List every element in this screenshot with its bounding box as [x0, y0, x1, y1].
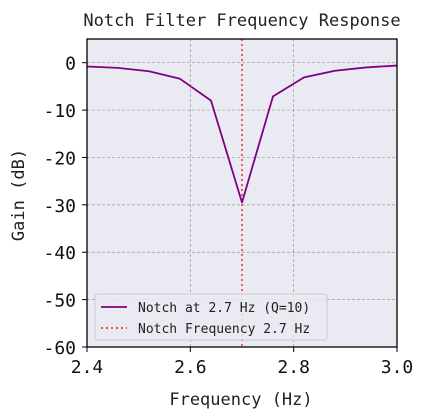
y-tick-label-2: -20 [43, 148, 76, 169]
y-tick-label-4: -40 [43, 243, 76, 264]
y-tick-label-0: 0 [65, 54, 76, 75]
x-axis-ticks: 2.4 2.6 2.8 3.0 [71, 347, 414, 378]
legend: Notch at 2.7 Hz (Q=10) Notch Frequency 2.… [94, 293, 328, 341]
legend-box [94, 293, 328, 341]
x-tick-label-3: 3.0 [381, 357, 414, 378]
plot-frame [86, 38, 398, 348]
y-tick-label-1: -10 [43, 101, 76, 122]
x-tick-label-0: 2.4 [71, 357, 104, 378]
legend-label-0: Notch at 2.7 Hz (Q=10) [138, 301, 310, 316]
x-tick-label-2: 2.8 [277, 357, 310, 378]
x-tick-label-1: 2.6 [174, 357, 207, 378]
y-axis-ticks: 0 -10 -20 -30 -40 -50 -60 [43, 54, 87, 359]
y-tick-label-6: -60 [43, 338, 76, 359]
y-axis-label: Gain (dB) [9, 149, 29, 241]
x-axis-label: Frequency (Hz) [169, 390, 312, 410]
y-tick-label-5: -50 [43, 291, 76, 312]
y-tick-label-3: -30 [43, 196, 76, 217]
chart-title: Notch Filter Frequency Response [83, 11, 400, 31]
legend-label-1: Notch Frequency 2.7 Hz [138, 322, 310, 337]
